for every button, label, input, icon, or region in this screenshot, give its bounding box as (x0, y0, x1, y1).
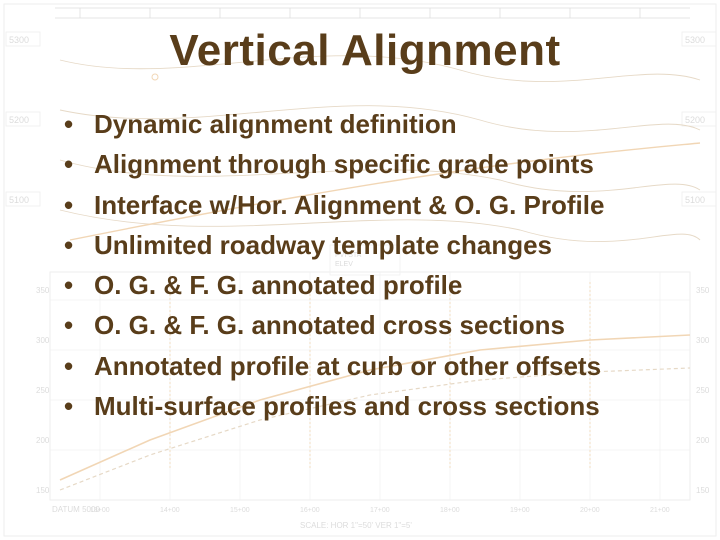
slide-content: Vertical Alignment Dynamic alignment def… (0, 0, 720, 540)
bullet-item: Multi-surface profiles and cross section… (60, 386, 680, 426)
bullet-item: Annotated profile at curb or other offse… (60, 346, 680, 386)
bullet-item: Unlimited roadway template changes (60, 225, 680, 265)
bullet-item: Dynamic alignment definition (60, 104, 680, 144)
bullet-item: O. G. & F. G. annotated cross sections (60, 305, 680, 345)
bullet-item: O. G. & F. G. annotated profile (60, 265, 680, 305)
bullet-item: Alignment through specific grade points (60, 144, 680, 184)
bullet-item: Interface w/Hor. Alignment & O. G. Profi… (60, 185, 680, 225)
bullet-list: Dynamic alignment definitionAlignment th… (50, 104, 680, 426)
slide-title: Vertical Alignment (50, 26, 680, 76)
